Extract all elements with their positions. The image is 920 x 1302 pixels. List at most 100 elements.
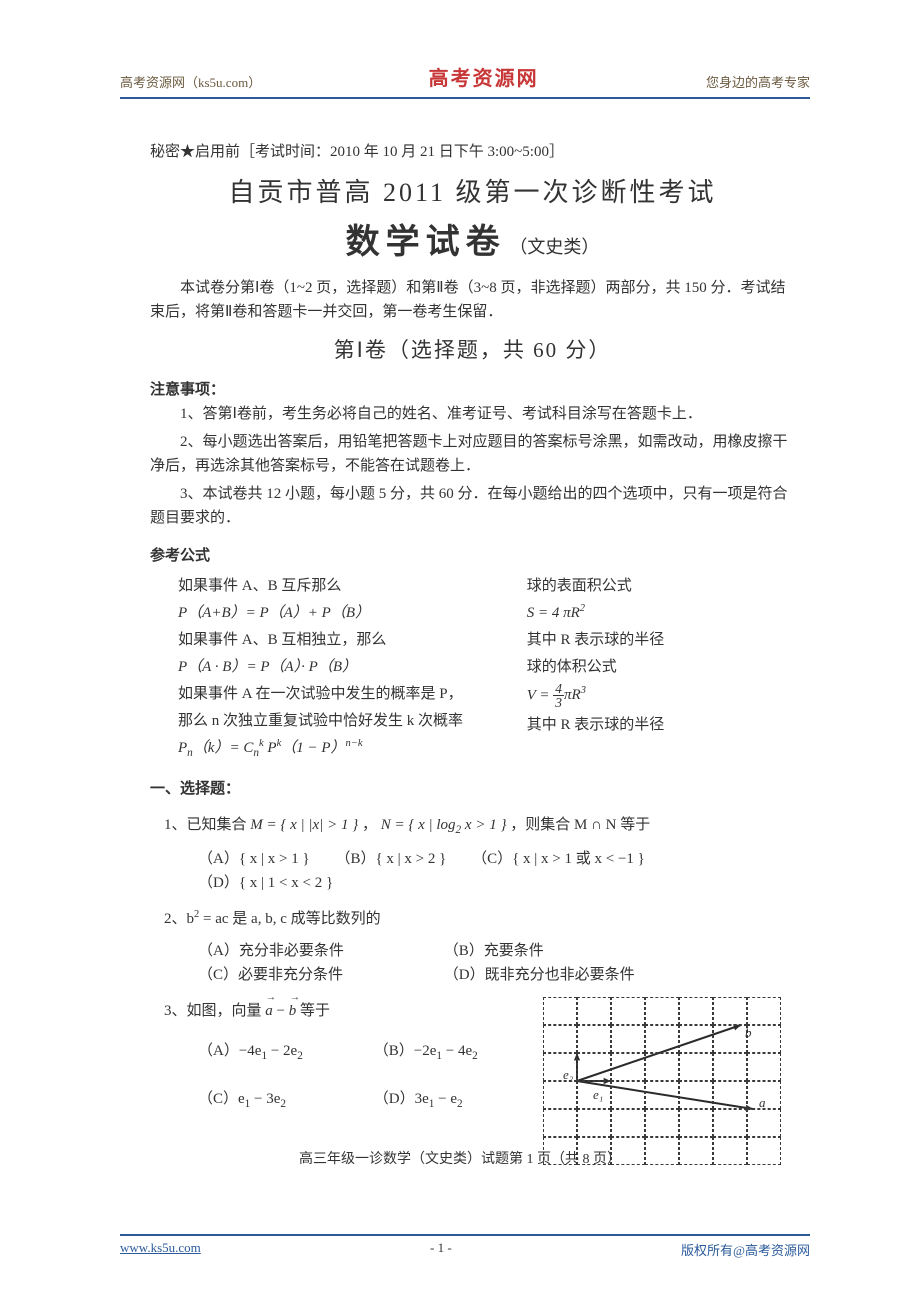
question-3: 3、如图，向量 a − b 等于 （A）−4e1 − 2e2 （B）−2e1 −… (164, 999, 795, 1163)
subject-category: （文史类） (509, 237, 599, 257)
q1-optA: （A）{ x | x > 1 } (198, 847, 310, 871)
q2-optC: （C）必要非充分条件 (198, 963, 418, 987)
notice-2: 2、每小题选出答案后，用铅笔把答题卡上对应题目的答案标号涂黑，如需改动，用橡皮擦… (150, 430, 795, 478)
formula-l5: 如果事件 A 在一次试验中发生的概率是 P， (178, 682, 527, 706)
section-a-title: 一、选择题： (150, 777, 795, 801)
formula-heading: 参考公式 (150, 544, 795, 568)
q2-optA: （A）充分非必要条件 (198, 939, 418, 963)
diagram-label: b (745, 1023, 752, 1044)
grid-cell (645, 997, 679, 1025)
question-1: 1、已知集合 M = { x | |x| > 1 } ， N = { x | l… (164, 813, 795, 895)
q3-optD: （D）3e1 − e2 (374, 1087, 463, 1113)
grid-cell (679, 1081, 713, 1109)
q3-vec-a: a (265, 999, 273, 1023)
formula-l2: P（A+B）= P（A）+ P（B） (178, 601, 527, 625)
r5-pre: V = (527, 687, 554, 703)
grid-cell (611, 997, 645, 1025)
q1-optD: （D）{ x | 1 < x < 2 } (198, 871, 333, 895)
notice-1: 1、答第Ⅰ卷前，考生务必将自己的姓名、准考证号、考试科目涂写在答题卡上． (150, 402, 795, 426)
r5-post: πR3 (564, 687, 586, 703)
notice-heading: 注意事项： (150, 378, 795, 402)
formula-right-col: 球的表面积公式 S = 4 πR2 其中 R 表示球的半径 球的体积公式 V =… (527, 574, 795, 765)
page-footer: www.ks5u.com - 1 - 版权所有@高考资源网 (120, 1234, 810, 1259)
grid-cell (645, 1109, 679, 1137)
grid-cell (611, 1053, 645, 1081)
footer-copyright: 版权所有@高考资源网 (681, 1240, 810, 1259)
grid-cell (713, 997, 747, 1025)
q1-optB: （B）{ x | x > 2 } (335, 847, 446, 871)
header-right-text: 您身边的高考专家 (706, 72, 810, 91)
formula-l3: 如果事件 A、B 互相独立，那么 (178, 628, 527, 652)
q3-diagram: e₁ e₂ b a (535, 993, 795, 1163)
formula-l6: 那么 n 次独立重复试验中恰好发生 k 次概率 (178, 709, 527, 733)
diagram-label: e₂ (563, 1065, 573, 1086)
formula-r4: 球的体积公式 (527, 655, 795, 679)
q1-M: M = { x | |x| > 1 } (250, 817, 358, 833)
q3-stem-pre: 3、如图，向量 (164, 1003, 265, 1019)
grid-cell (747, 1025, 781, 1053)
question-2: 2、b2 = ac 是 a, b, c 成等比数列的 （A）充分非必要条件 （B… (164, 907, 795, 987)
grid-cell (679, 1025, 713, 1053)
grid-cell (543, 997, 577, 1025)
q3-optC: （C）e1 − 3e2 (198, 1087, 348, 1113)
grid-cell (713, 1053, 747, 1081)
secret-line: 秘密★启用前［考试时间：2010 年 10 月 21 日下午 3:00~5:00… (150, 140, 795, 164)
q3-left: 3、如图，向量 a − b 等于 （A）−4e1 − 2e2 （B）−2e1 −… (164, 999, 535, 1163)
formula-r3: 其中 R 表示球的半径 (527, 628, 795, 652)
grid-cell (543, 1109, 577, 1137)
formula-l4: P（A · B）= P（A）· P（B） (178, 655, 527, 679)
header-center-text: 高考资源网 (429, 62, 539, 91)
grid-cell (679, 997, 713, 1025)
formula-r6: 其中 R 表示球的半径 (527, 713, 795, 737)
grid-cell (577, 1053, 611, 1081)
grid-cell (645, 1025, 679, 1053)
intro-paragraph: 本试卷分第Ⅰ卷（1~2 页，选择题）和第Ⅱ卷（3~8 页，非选择题）两部分，共 … (150, 276, 795, 324)
grid-cell (747, 1053, 781, 1081)
q3-optA: （A）−4e1 − 2e2 (198, 1039, 348, 1065)
q3-minus: − (277, 1003, 289, 1019)
q2-stem: 2、b2 = ac 是 a, b, c 成等比数列的 (164, 911, 381, 927)
q3-tail: 等于 (300, 1003, 330, 1019)
q1-N: N = { x | log2 x > 1 } (381, 817, 507, 833)
q2-options: （A）充分非必要条件 （B）充要条件 （C）必要非充分条件 （D）既非充分也非必… (198, 939, 795, 987)
part1-title: 第Ⅰ卷（选择题，共 60 分） (150, 334, 795, 368)
grid-cell (611, 1081, 645, 1109)
diagram-label: a (759, 1093, 766, 1114)
q3-options: （A）−4e1 − 2e2 （B）−2e1 − 4e2 （C）e1 − 3e2 … (198, 1039, 535, 1113)
diagram-label: e₁ (593, 1085, 603, 1106)
formula-left-col: 如果事件 A、B 互斥那么 P（A+B）= P（A）+ P（B） 如果事件 A、… (178, 574, 527, 765)
q1-options: （A）{ x | x > 1 } （B）{ x | x > 2 } （C）{ x… (198, 847, 795, 895)
grid-cell (747, 997, 781, 1025)
q1-stem-pre: 1、已知集合 (164, 817, 250, 833)
grid-cell (611, 1025, 645, 1053)
grid-cell (645, 1053, 679, 1081)
q1-optC: （C）{ x | x > 1 或 x < −1 } (472, 847, 645, 871)
q2-optB: （B）充要条件 (444, 939, 544, 963)
grid-cell (611, 1109, 645, 1137)
grid-cell (713, 1109, 747, 1137)
footer-url: www.ks5u.com (120, 1240, 201, 1259)
formula-r5: V = 43πR3 (527, 682, 795, 710)
formula-columns: 如果事件 A、B 互斥那么 P（A+B）= P（A）+ P（B） 如果事件 A、… (178, 574, 795, 765)
grid-cell (543, 1025, 577, 1053)
notice-3: 3、本试卷共 12 小题，每小题 5 分，共 60 分．在每小题给出的四个选项中… (150, 482, 795, 530)
subject-name: 数学试卷 (346, 224, 506, 261)
formula-l1: 如果事件 A、B 互斥那么 (178, 574, 527, 598)
document-body: 秘密★启用前［考试时间：2010 年 10 月 21 日下午 3:00~5:00… (150, 140, 795, 1171)
q3-optB: （B）−2e1 − 4e2 (374, 1039, 478, 1065)
grid-cell (577, 1109, 611, 1137)
grid-cell (577, 997, 611, 1025)
formula-r2: S = 4 πR2 (527, 601, 795, 625)
q1-sep: ， (362, 817, 377, 833)
grid-cell (713, 1025, 747, 1053)
page-number-line: 高三年级一诊数学（文史类）试题第 1 页（共 8 页） (0, 1148, 920, 1168)
grid-cell (577, 1025, 611, 1053)
q2-optD: （D）既非充分也非必要条件 (444, 963, 635, 987)
page-header: 高考资源网（ks5u.com） 高考资源网 您身边的高考专家 (120, 62, 810, 99)
header-left-text: 高考资源网（ks5u.com） (120, 72, 261, 91)
exam-title: 自贡市普高 2011 级第一次诊断性考试 (150, 172, 795, 214)
grid-cell (679, 1053, 713, 1081)
grid-cell (713, 1081, 747, 1109)
grid-cell (645, 1081, 679, 1109)
footer-pagenum: - 1 - (430, 1240, 452, 1259)
